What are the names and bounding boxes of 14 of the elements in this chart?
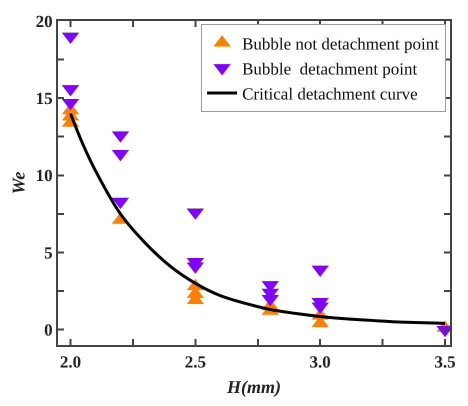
x-tick-label: 2.0 bbox=[60, 352, 82, 372]
x-axis-title: H(mm) bbox=[226, 377, 281, 397]
legend-label: Bubble not detachment point bbox=[242, 34, 440, 54]
legend-label: Bubble detachment point bbox=[242, 60, 418, 79]
y-tick-label: 15 bbox=[36, 89, 53, 108]
x-tick-label: 3.5 bbox=[434, 352, 456, 372]
x-tick-label: 2.5 bbox=[184, 352, 206, 372]
y-axis-title: We bbox=[8, 172, 28, 194]
x-tick-label: 3.0 bbox=[310, 352, 331, 372]
y-tick-label: 20 bbox=[36, 12, 53, 31]
y-tick-label: 0 bbox=[44, 320, 53, 340]
y-tick-label: 10 bbox=[36, 166, 53, 186]
y-tick-label: 5 bbox=[44, 243, 53, 262]
legend-label: Critical detachment curve bbox=[242, 84, 418, 104]
